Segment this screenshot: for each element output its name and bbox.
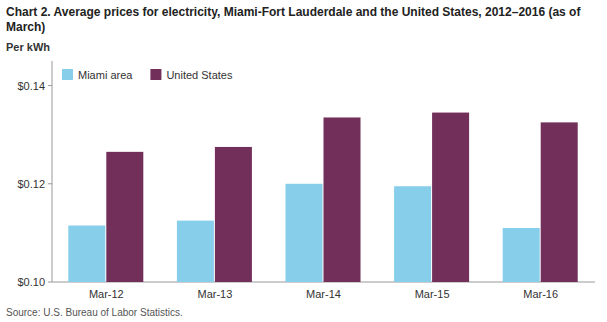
x-tick-label: Mar-14	[306, 288, 341, 300]
bar	[177, 221, 214, 282]
legend-label: United States	[166, 69, 233, 81]
y-tick	[48, 183, 52, 184]
bar	[432, 113, 469, 282]
title-line: March)	[6, 20, 45, 34]
source-note: Source: U.S. Bureau of Labor Statistics.	[6, 307, 183, 318]
bar	[324, 117, 361, 282]
chart: Chart 2. Average prices for electricity,…	[0, 0, 607, 322]
bar	[503, 228, 540, 282]
y-tick-label: $0.14	[17, 80, 45, 92]
bar	[285, 184, 322, 282]
bar	[541, 122, 578, 282]
chart-container: Chart 2. Average prices for electricity,…	[0, 0, 607, 322]
legend-swatch	[62, 69, 73, 80]
legend-swatch	[150, 69, 161, 80]
y-tick-label: $0.10	[17, 276, 45, 288]
title-line: Chart 2. Average prices for electricity,…	[6, 5, 581, 19]
x-tick-label: Mar-12	[89, 288, 124, 300]
y-tick	[48, 85, 52, 86]
y-axis-label: Per kWh	[6, 41, 50, 53]
bar	[68, 226, 105, 282]
bars	[68, 113, 577, 282]
x-tick-label: Mar-13	[197, 288, 232, 300]
y-axis-line	[52, 61, 53, 282]
legend: Miami area United States	[62, 69, 233, 81]
title: Chart 2. Average prices for electricity,…	[6, 5, 581, 34]
y-tick	[48, 282, 52, 283]
x-tick-label: Mar-16	[523, 288, 558, 300]
bar	[106, 152, 143, 282]
bar	[394, 186, 431, 282]
y-tick-label: $0.12	[17, 178, 45, 190]
legend-label: Miami area	[78, 69, 133, 81]
bar	[215, 147, 252, 282]
x-tick-label: Mar-15	[415, 288, 450, 300]
